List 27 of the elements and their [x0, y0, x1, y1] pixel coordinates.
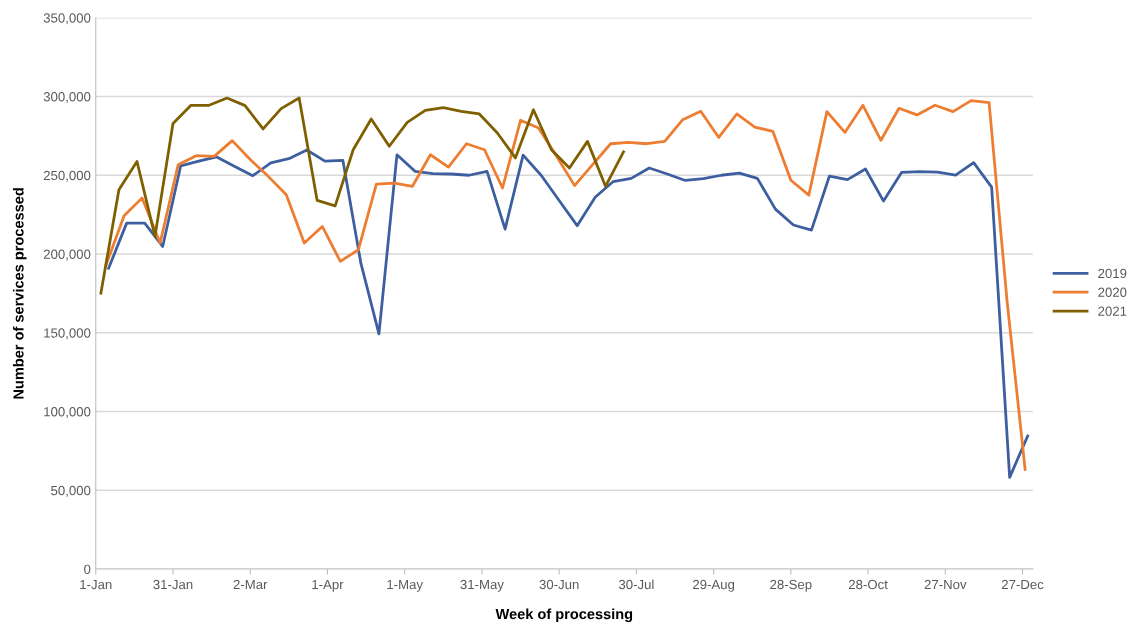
y-tick-label: 300,000: [43, 92, 91, 103]
legend-label: 2021: [1098, 306, 1127, 316]
x-tick-label: 1-May: [387, 579, 423, 592]
x-tick-label: 31-Jan: [153, 579, 193, 590]
y-tick-label: 0: [84, 564, 91, 574]
legend-label: 2019: [1098, 268, 1127, 279]
x-tick-label: 29-Aug: [693, 579, 735, 592]
x-tick-label: 28-Sep: [770, 579, 812, 592]
y-tick-label: 100,000: [44, 407, 91, 419]
x-tick-label: 27-Nov: [924, 579, 967, 590]
line-series: [99, 96, 625, 295]
y-tick-label: 200,000: [43, 249, 91, 261]
x-tick-label: 27-Dec: [1001, 579, 1044, 590]
x-tick-label: 31-May: [460, 579, 504, 592]
y-tick-label: 50,000: [51, 485, 91, 497]
x-tick-label: 30-Jul: [618, 579, 654, 590]
x-axis-title: Week of processing: [495, 608, 633, 623]
x-tick-label: 28-Oct: [848, 579, 888, 590]
x-tick-label: 1-Apr: [312, 579, 344, 592]
y-tick-label: 150,000: [44, 328, 91, 340]
y-tick-label: 250,000: [43, 170, 91, 182]
x-tick-label: 30-Jun: [539, 579, 579, 590]
y-tick-label: 350,000: [43, 13, 91, 25]
legend-label: 2020: [1098, 287, 1127, 297]
y-axis-title: Number of services processed: [12, 188, 27, 399]
x-tick-label: 2-Mar: [233, 579, 268, 590]
x-tick-label: 1-Jan: [80, 579, 112, 590]
